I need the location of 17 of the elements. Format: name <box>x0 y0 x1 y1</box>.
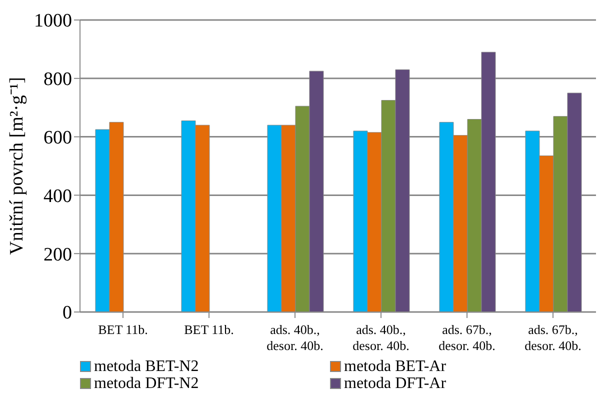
y-tick-label: 1000 <box>34 10 72 32</box>
y-axis-title: Vnitřní povrch [m²·g⁻¹] <box>6 77 28 255</box>
y-tick-label: 800 <box>44 69 72 90</box>
y-tick-label: 400 <box>44 186 72 207</box>
legend-label: metoda DFT-N2 <box>94 375 199 392</box>
legend-label: metoda DFT-Ar <box>344 375 446 392</box>
x-tick-label: ads. 40b., desor. 40b. <box>352 322 410 353</box>
legend-label: metoda BET-N2 <box>94 358 199 375</box>
x-tick-label: ads. 67b., desor. 40b. <box>438 322 496 353</box>
x-tick-label: ads. 67b., desor. 40b. <box>524 322 582 353</box>
x-tick-label: BET 11b. <box>98 322 148 337</box>
y-tick-label: 600 <box>44 128 72 149</box>
x-tick-label: ads. 40b., desor. 40b. <box>266 322 324 353</box>
y-tick-label: 200 <box>44 244 72 266</box>
y-tick-label: 0 <box>62 302 72 324</box>
legend-label: metoda BET-Ar <box>344 358 446 375</box>
x-tick-label: BET 11b. <box>184 322 234 337</box>
